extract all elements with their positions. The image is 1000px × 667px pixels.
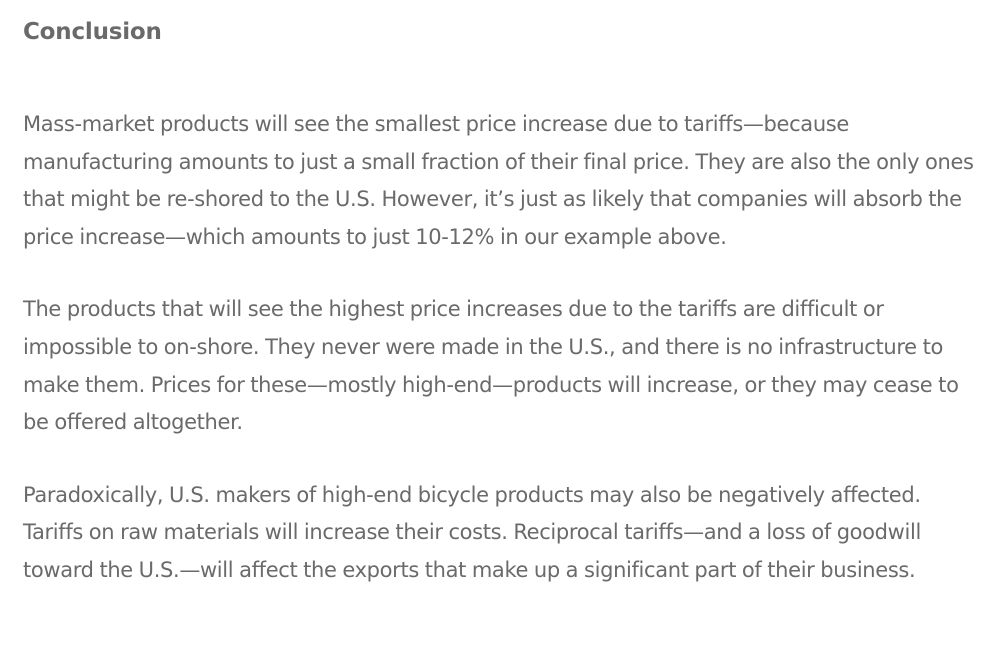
section-heading: Conclusion [23, 19, 162, 45]
paragraph-high-end-products: The products that will see the highest p… [23, 297, 959, 435]
article-body: Conclusion Mass-market products will see… [23, 0, 983, 590]
paragraph-mass-market: Mass-market products will see the smalle… [23, 112, 974, 249]
paragraph-us-makers: Paradoxically, U.S. makers of high-end b… [23, 482, 921, 582]
